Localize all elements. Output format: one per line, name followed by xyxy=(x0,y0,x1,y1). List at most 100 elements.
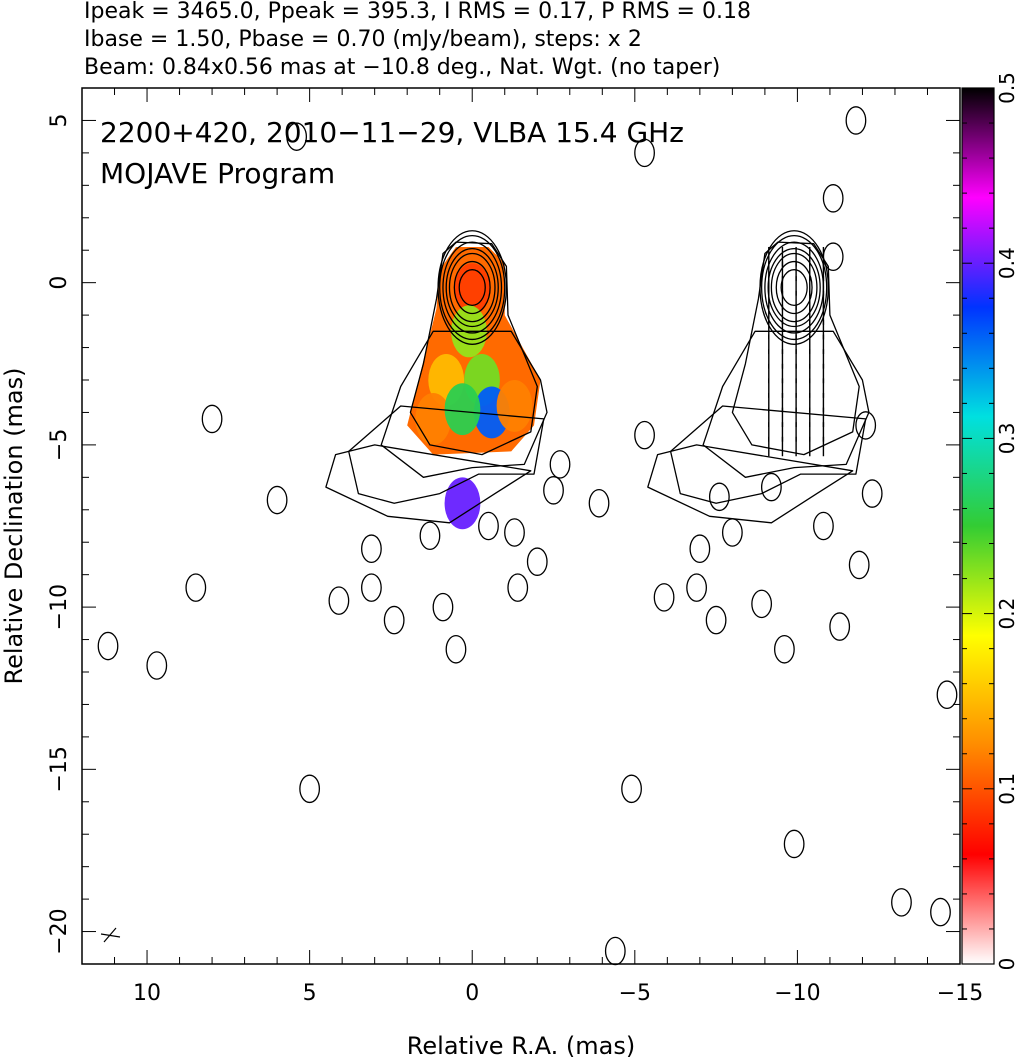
jet-contour xyxy=(669,405,867,504)
y-tick-label: −15 xyxy=(47,746,72,792)
plot-area xyxy=(97,106,958,966)
colorbar-tick-label: 0 xyxy=(995,958,1019,971)
y-tick-label: −5 xyxy=(47,429,72,461)
isolated-contour-component xyxy=(936,680,958,709)
isolated-contour-component xyxy=(507,573,529,602)
isolated-contour-component xyxy=(822,242,844,271)
isolated-contour-component xyxy=(266,485,288,515)
program-annotation: MOJAVE Program xyxy=(100,157,335,190)
isolated-contour-component xyxy=(783,829,805,859)
x-tick-label: −10 xyxy=(774,981,820,1006)
x-axis-label: Relative R.A. (mas) xyxy=(407,1032,635,1060)
isolated-contour-component xyxy=(445,635,467,664)
core-contour xyxy=(764,241,825,334)
jet-contour xyxy=(731,241,860,456)
isolated-contour-component xyxy=(299,774,321,804)
beam-marker xyxy=(100,927,121,943)
core-contour xyxy=(442,241,503,334)
core-contour xyxy=(448,252,496,323)
header-line-2: Ibase = 1.50, Pbase = 0.70 (mJy/beam), s… xyxy=(84,27,642,52)
colorbar: 0 0.1 0.2 0.3 0.4 0.5 xyxy=(961,72,1019,971)
isolated-contour-component xyxy=(634,420,655,450)
annotations: 2200+420, 2010−11−29, VLBA 15.4 GHz MOJA… xyxy=(100,116,684,190)
colorbar-tick-label: 0.4 xyxy=(995,247,1019,279)
beam-minor-axis xyxy=(100,933,121,938)
isolated-contour-component xyxy=(361,573,382,602)
isolated-contour-component xyxy=(432,592,454,622)
core-contour xyxy=(439,234,506,341)
core-contour xyxy=(760,234,828,341)
core-contour xyxy=(453,260,491,315)
jet-contour xyxy=(325,444,532,524)
isolated-contour-component xyxy=(751,589,773,619)
isolated-contour-component xyxy=(829,612,851,641)
isolated-contour-component xyxy=(891,888,912,917)
isolated-contour-component xyxy=(383,605,405,635)
isolated-contour-component xyxy=(930,897,951,927)
isolated-contour-component xyxy=(773,635,795,664)
core-contour xyxy=(780,269,808,307)
colorbar-tick-label: 0.5 xyxy=(995,72,1019,104)
isolated-contour-component xyxy=(504,518,525,547)
x-tick-label: 10 xyxy=(133,981,161,1006)
y-tick-label: 5 xyxy=(47,113,72,127)
x-tick-label: 0 xyxy=(465,981,479,1006)
source-annotation: 2200+420, 2010−11−29, VLBA 15.4 GHz xyxy=(100,116,684,149)
isolated-contour-component xyxy=(689,534,711,563)
isolated-contour-component xyxy=(686,573,708,602)
isolated-contour-component xyxy=(185,573,207,602)
polarization-colormap-patch xyxy=(496,380,533,432)
isolated-contour-component xyxy=(361,534,382,563)
isolated-contour-component xyxy=(813,511,834,541)
isolated-contour-component xyxy=(604,936,626,966)
x-tick-label: −5 xyxy=(619,981,651,1006)
isolated-contour-component xyxy=(588,489,610,518)
colorbar-tick-label: 0.1 xyxy=(995,773,1019,805)
isolated-contour-component xyxy=(705,605,727,635)
polarization-colormap-patch xyxy=(444,477,481,530)
core-contour xyxy=(770,252,818,323)
isolated-contour-component xyxy=(760,472,782,502)
jet-contour xyxy=(409,241,538,456)
isolated-contour-component xyxy=(822,184,844,213)
header-line-1: Ipeak = 3465.0, Ppeak = 395.3, I RMS = 0… xyxy=(84,0,751,24)
isolated-contour-component xyxy=(526,547,548,576)
isolated-contour-component xyxy=(419,521,441,551)
isolated-contour-component xyxy=(708,482,730,512)
isolated-contour-component xyxy=(845,106,867,135)
isolated-contour-component xyxy=(861,479,883,508)
polarization-colormap-patch xyxy=(415,392,452,445)
x-tick-label: 5 xyxy=(303,981,317,1006)
isolated-contour-component xyxy=(634,138,655,168)
isolated-contour-component xyxy=(848,550,870,580)
axes: 10 5 0 −5 −10 −15 5 0 −5 −10 −15 −20 xyxy=(47,87,983,1006)
y-tick-label: −20 xyxy=(47,908,72,954)
colorbar-tick-label: 0.3 xyxy=(995,422,1019,454)
isolated-contour-component xyxy=(653,583,675,612)
isolated-contour-component xyxy=(328,586,350,615)
isolated-contour-component xyxy=(543,476,564,505)
y-tick-label: 0 xyxy=(47,276,72,290)
jet-contour xyxy=(647,444,854,524)
y-axis-label: Relative Declination (mas) xyxy=(0,367,28,684)
jet-contour xyxy=(702,330,870,478)
polarization-colormap-patch xyxy=(454,263,491,316)
colorbar-tick-label: 0.2 xyxy=(995,598,1019,630)
plot-frame xyxy=(81,87,961,965)
core-contour xyxy=(759,230,829,345)
core-contour xyxy=(445,247,499,328)
isolated-contour-component xyxy=(146,651,168,680)
isolated-contour-component xyxy=(549,450,571,479)
header: Ipeak = 3465.0, Ppeak = 395.3, I RMS = 0… xyxy=(84,0,751,80)
isolated-contour-component xyxy=(286,122,308,151)
isolated-contour-component xyxy=(478,511,499,541)
header-line-3: Beam: 0.84x0.56 mas at −10.8 deg., Nat. … xyxy=(84,55,720,80)
jet-contour xyxy=(348,405,545,504)
core-contour xyxy=(458,269,486,307)
isolated-contour-component xyxy=(855,411,877,440)
polarization-colormap-patch xyxy=(444,383,481,436)
isolated-contour-component xyxy=(621,774,642,804)
colorbar-fill xyxy=(961,87,995,965)
isolated-contour-component xyxy=(201,404,223,434)
